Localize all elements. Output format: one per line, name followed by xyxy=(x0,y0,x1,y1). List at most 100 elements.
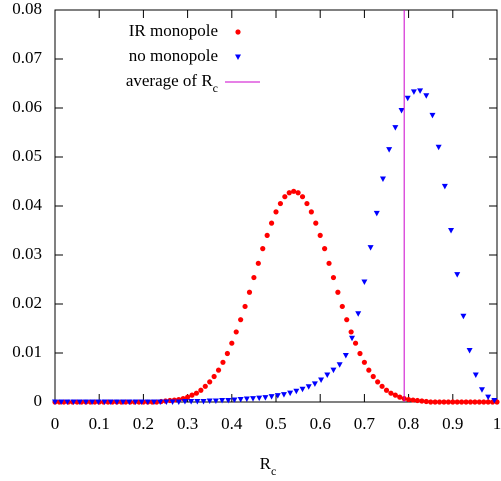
x-tick-label: 0.6 xyxy=(310,414,331,433)
y-tick-label: 0.03 xyxy=(12,244,42,263)
data-point xyxy=(485,399,491,405)
data-point xyxy=(181,399,188,405)
data-point xyxy=(242,303,248,310)
data-point xyxy=(286,190,292,196)
data-point xyxy=(336,362,343,368)
data-point xyxy=(386,147,393,153)
data-point xyxy=(398,107,405,114)
data-point xyxy=(436,399,443,405)
data-point xyxy=(58,399,65,405)
data-point xyxy=(163,399,170,405)
data-point xyxy=(175,399,182,405)
data-point xyxy=(379,176,386,183)
data-point xyxy=(322,246,328,252)
data-point xyxy=(318,377,325,383)
data-point xyxy=(224,350,230,357)
data-point xyxy=(317,232,323,238)
data-point xyxy=(293,388,300,395)
x-tick-label: 0.5 xyxy=(265,414,286,433)
data-point xyxy=(256,395,263,402)
data-point xyxy=(237,397,244,403)
data-point xyxy=(207,379,213,385)
y-tick-label: 0.06 xyxy=(12,97,42,116)
data-point xyxy=(157,399,164,405)
data-point xyxy=(445,399,451,405)
data-point xyxy=(194,399,201,405)
data-point xyxy=(132,399,139,405)
x-tick-label: 0.1 xyxy=(89,414,110,433)
x-axis-label: Rc xyxy=(260,454,277,478)
data-point xyxy=(231,397,238,404)
x-tick-label: 0.8 xyxy=(398,414,419,433)
data-point xyxy=(344,317,350,323)
data-point xyxy=(342,352,349,359)
data-point xyxy=(361,359,367,365)
data-point xyxy=(357,350,363,357)
data-point xyxy=(299,386,306,393)
data-point xyxy=(193,390,200,396)
data-point xyxy=(243,396,250,403)
data-point xyxy=(264,232,270,238)
x-tick-label: 0.7 xyxy=(354,414,376,433)
data-point xyxy=(348,329,354,335)
data-point xyxy=(225,398,232,404)
data-point xyxy=(291,188,297,194)
data-point xyxy=(428,399,434,405)
data-point xyxy=(379,383,385,389)
data-point xyxy=(335,289,341,295)
data-point xyxy=(330,274,337,281)
data-point xyxy=(410,397,416,403)
data-point xyxy=(304,200,310,207)
x-tick-label: 0.3 xyxy=(177,414,198,433)
data-point xyxy=(383,387,390,393)
x-tick-label: 0.2 xyxy=(133,414,154,433)
data-point xyxy=(169,399,176,405)
data-point xyxy=(282,194,288,200)
data-point xyxy=(355,311,362,317)
data-point xyxy=(185,394,191,400)
data-point xyxy=(450,399,456,405)
data-point xyxy=(352,340,359,346)
data-point xyxy=(250,396,257,402)
data-point xyxy=(441,399,447,405)
data-point xyxy=(313,220,319,226)
data-point xyxy=(463,399,469,405)
data-point xyxy=(70,399,77,405)
data-point xyxy=(491,398,498,404)
data-point xyxy=(299,194,306,200)
data-point xyxy=(211,373,217,380)
plot-frame xyxy=(54,9,498,403)
data-point xyxy=(138,399,145,405)
data-point xyxy=(485,394,492,401)
data-point xyxy=(311,381,318,387)
legend-label: IR monopole xyxy=(129,21,218,40)
data-point xyxy=(454,272,461,278)
data-point xyxy=(460,313,467,320)
data-point xyxy=(373,210,380,217)
data-point xyxy=(188,399,195,405)
y-tick-label: 0 xyxy=(34,391,43,410)
data-point xyxy=(277,200,284,207)
data-point xyxy=(305,384,312,390)
data-point xyxy=(472,399,478,405)
data-point xyxy=(198,387,204,393)
data-point xyxy=(397,394,403,400)
data-point xyxy=(268,220,275,226)
data-point xyxy=(441,183,448,190)
data-point xyxy=(200,399,207,405)
y-tick-label: 0.05 xyxy=(12,146,42,165)
data-point xyxy=(260,246,266,252)
y-tick-label: 0.08 xyxy=(12,0,42,18)
data-point xyxy=(246,289,253,295)
data-point xyxy=(202,383,208,389)
data-point xyxy=(414,397,421,404)
data-point xyxy=(367,245,374,251)
data-point xyxy=(419,398,425,404)
data-point xyxy=(89,399,96,405)
x-tick-label: 0.9 xyxy=(442,414,463,433)
legend-label: average of Rc xyxy=(126,71,218,95)
x-tick-label: 0 xyxy=(51,414,60,433)
data-point xyxy=(107,399,114,405)
data-point xyxy=(429,112,436,119)
